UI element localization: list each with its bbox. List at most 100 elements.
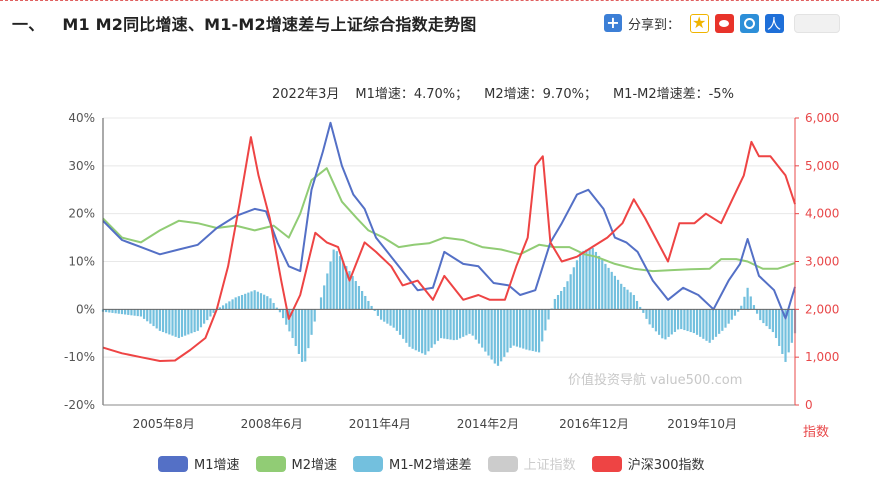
- diff-bar: [326, 273, 329, 310]
- diff-bar: [462, 309, 465, 337]
- share-more-button[interactable]: [794, 13, 841, 33]
- diff-bar: [610, 271, 613, 310]
- diff-bar: [626, 289, 629, 310]
- renren-icon[interactable]: [765, 13, 785, 34]
- diff-bar: [477, 309, 481, 344]
- diff-bar: [765, 309, 768, 327]
- diff-bar: [323, 285, 326, 310]
- diff-bar: [383, 309, 386, 322]
- diff-bar: [705, 309, 708, 341]
- diff-bar: [149, 309, 152, 324]
- diff-bar: [297, 309, 301, 354]
- diff-bar: [367, 300, 370, 310]
- diff-bar: [629, 292, 632, 310]
- diff-bar: [256, 291, 259, 310]
- diff-bar: [790, 309, 793, 343]
- diff-bar: [743, 296, 746, 310]
- diff-bar: [569, 274, 572, 310]
- diff-bar: [225, 303, 228, 310]
- diff-bar: [740, 305, 743, 310]
- page-title: 一、 M1 M2同比增速、M1-M2增速差与上证综合指数走势图: [12, 11, 476, 35]
- diff-bar: [759, 309, 762, 321]
- diff-bar: [203, 309, 206, 324]
- diff-bar: [105, 309, 108, 313]
- diff-bar: [443, 309, 446, 339]
- watermark: 价值投资导航 value500.com: [568, 372, 742, 388]
- diff-bar: [360, 290, 364, 310]
- right-axis-label: 指数: [803, 425, 829, 440]
- diff-bar: [285, 309, 288, 325]
- diff-bar: [616, 279, 620, 310]
- diff-bar: [752, 305, 756, 310]
- diff-bar: [187, 309, 190, 335]
- diff-bar: [721, 309, 724, 331]
- diff-bar: [518, 309, 522, 348]
- diff-bar: [405, 309, 408, 343]
- diff-bar: [370, 305, 373, 310]
- diff-bar: [114, 309, 117, 314]
- diff-bar: [373, 309, 376, 311]
- diff-bar: [111, 309, 114, 313]
- right-tick-label: 0: [805, 398, 813, 412]
- legend-item-hs300[interactable]: 沪深300指数: [591, 454, 705, 473]
- diff-bar: [446, 309, 449, 340]
- legend-label-hs300: 沪深300指数: [627, 458, 705, 473]
- diff-bar: [654, 309, 658, 332]
- diff-bar: [695, 309, 699, 335]
- diff-bar: [291, 309, 294, 339]
- legend-item-m2[interactable]: M2增速: [255, 454, 337, 473]
- legend-label-m1: M1增速: [194, 458, 240, 473]
- qzone-star-icon[interactable]: [690, 13, 710, 33]
- info-m1: M1增速：4.70%；: [355, 87, 469, 102]
- left-tick-label: 10%: [68, 255, 95, 269]
- diff-bar: [588, 248, 591, 310]
- legend-item-m1[interactable]: M1增速: [158, 454, 240, 473]
- weibo-icon[interactable]: [715, 13, 735, 33]
- diff-bar: [733, 309, 737, 316]
- diff-bar: [468, 309, 471, 334]
- diff-bar: [184, 309, 187, 336]
- diff-bar: [455, 309, 459, 340]
- diff-bar: [604, 263, 607, 310]
- grid-lines: [103, 117, 795, 406]
- diff-bar: [749, 296, 752, 310]
- diff-bar: [680, 309, 683, 330]
- diff-bar: [209, 309, 212, 317]
- right-tick-label: 1,000: [805, 350, 839, 364]
- diff-bar: [139, 309, 143, 317]
- diff-bar: [436, 309, 440, 341]
- diff-bar: [206, 309, 209, 321]
- diff-bar: [471, 309, 474, 336]
- search-share-icon[interactable]: [740, 13, 760, 33]
- x-tick-label: 2005年8月: [133, 417, 195, 431]
- diff-bar: [676, 309, 680, 330]
- diff-bar: [490, 309, 493, 360]
- legend-item-shanghai[interactable]: 上证指数: [487, 454, 576, 473]
- diff-bar: [196, 309, 199, 331]
- diff-bar: [737, 309, 740, 312]
- diff-bar: [506, 309, 509, 353]
- diff-bar: [304, 309, 307, 362]
- diff-bar: [218, 307, 222, 310]
- diff-bar: [424, 309, 427, 355]
- diff-bar: [272, 302, 275, 310]
- legend-swatch-diff: [353, 455, 383, 472]
- diff-bar: [724, 309, 727, 328]
- m1-series-line: [102, 121, 796, 320]
- share-plus-icon[interactable]: +: [604, 14, 622, 32]
- diff-bar: [310, 309, 313, 335]
- diff-bar: [525, 309, 528, 350]
- diff-bar: [146, 309, 149, 322]
- diff-bar: [152, 309, 155, 327]
- diff-bar: [730, 309, 733, 320]
- legend-item-diff[interactable]: M1-M2增速差: [353, 454, 472, 473]
- diff-bar: [784, 309, 787, 362]
- x-tick-label: 2011年4月: [349, 417, 411, 431]
- diff-bar: [556, 294, 560, 310]
- axes: 40% 30% 20% 10% 0% -10% -20% 6,000 5,000 4,000 3,0…: [64, 111, 839, 440]
- left-tick-label: 30%: [68, 159, 95, 173]
- diff-bar: [427, 309, 430, 352]
- x-tick-label: 2019年10月: [667, 417, 737, 431]
- diff-bar: [259, 293, 263, 310]
- diff-bar: [408, 309, 411, 347]
